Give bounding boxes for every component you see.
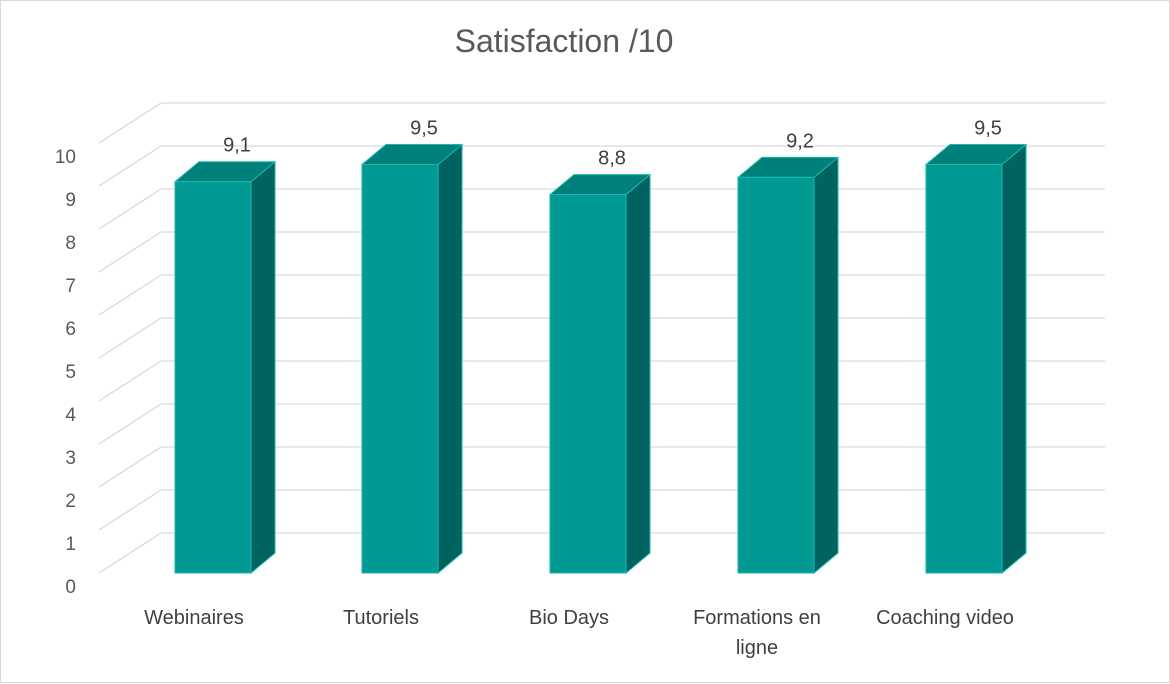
y-tick-label: 1	[65, 534, 76, 555]
y-tick-label: 10	[55, 147, 76, 168]
y-axis-ticks: 0 1 2 3 4 5 6 7 8 9 10	[55, 147, 77, 598]
y-tick-label: 5	[65, 362, 76, 383]
y-tick-label: 6	[65, 319, 76, 340]
bar-side	[813, 156, 839, 575]
bar	[736, 156, 840, 575]
chart-title: Satisfaction /10	[455, 23, 674, 59]
y-tick-label: 2	[65, 491, 76, 512]
y-tick-label: 9	[65, 190, 76, 211]
gridline-depth	[98, 446, 162, 488]
y-tick-label: 7	[65, 276, 76, 297]
x-tick-label: Formations en	[693, 607, 821, 629]
bar-front	[925, 164, 1003, 574]
gridline-depth	[98, 188, 162, 230]
gridline-depth	[98, 274, 162, 316]
bar-side	[437, 143, 463, 575]
bar-front	[737, 176, 815, 574]
data-label: 9,2	[786, 130, 814, 152]
bar-side	[625, 173, 651, 575]
bar-front	[174, 181, 252, 574]
gridline-depth	[98, 360, 162, 402]
bar-front	[361, 164, 439, 574]
data-labels: 9,1 9,5 8,8 9,2 9,5	[223, 118, 1002, 170]
y-tick-label: 4	[65, 405, 76, 426]
x-tick-label: Tutoriels	[343, 607, 419, 629]
gridline-depth	[98, 102, 162, 144]
y-tick-label: 3	[65, 448, 76, 469]
x-tick-label: Coaching video	[876, 607, 1014, 629]
data-label: 9,5	[410, 118, 438, 140]
bar-front	[549, 194, 627, 574]
bars	[173, 143, 1028, 575]
bar	[173, 160, 277, 575]
data-label: 8,8	[598, 148, 626, 170]
gridline-depth	[98, 145, 162, 187]
x-tick-label: Webinaires	[144, 607, 244, 629]
x-tick-label: Bio Days	[529, 607, 609, 629]
gridline-depth	[98, 231, 162, 273]
category-labels: Webinaires Tutoriels Bio Days Formations en…	[144, 607, 1014, 659]
x-tick-label: ligne	[736, 637, 778, 659]
bar-side	[250, 160, 276, 575]
bar	[924, 143, 1028, 575]
bar-side	[1001, 143, 1027, 575]
data-label: 9,5	[974, 118, 1002, 140]
y-tick-label: 0	[65, 577, 76, 598]
data-label: 9,1	[223, 135, 251, 157]
gridline-depth	[98, 532, 162, 574]
gridline-depth	[98, 403, 162, 445]
bar	[360, 143, 464, 575]
gridline-depth	[98, 317, 162, 359]
bar	[548, 173, 652, 575]
y-tick-label: 8	[65, 233, 76, 254]
gridline-depth	[98, 489, 162, 531]
